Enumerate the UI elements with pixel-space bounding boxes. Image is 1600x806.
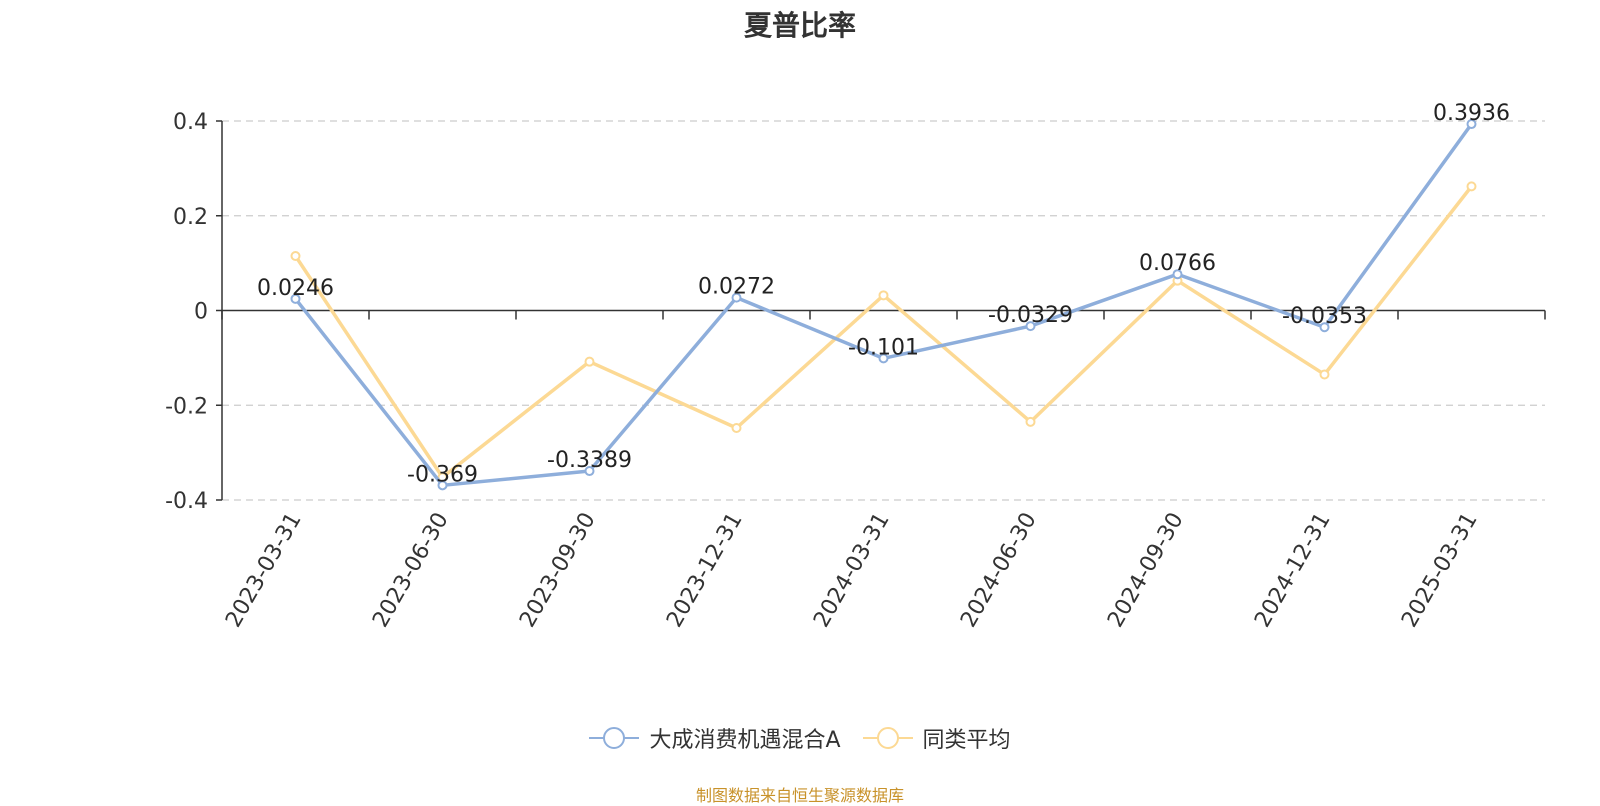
legend: 大成消费机遇混合A 同类平均	[0, 722, 1600, 754]
x-tick-label: 2024-09-30	[1103, 509, 1189, 632]
fund-point	[1025, 321, 1036, 332]
fund-point	[290, 293, 301, 304]
grid-lines	[222, 120, 1545, 501]
fund-point	[878, 353, 889, 364]
average-point	[584, 356, 595, 367]
fund-point	[1466, 119, 1477, 130]
chart-title: 夏普比率	[743, 9, 856, 42]
legend-item-fund[interactable]: 大成消费机遇混合A	[589, 722, 841, 754]
x-tick-label: 2023-03-31	[221, 509, 307, 632]
y-tick-label: 0	[194, 300, 208, 325]
y-tick-label: 0.4	[173, 110, 208, 135]
series-lines	[290, 119, 1477, 491]
fund-data-label: -0.0353	[1282, 304, 1367, 329]
fund-data-label: -0.369	[407, 462, 478, 487]
fund-data-label: 0.0766	[1139, 251, 1216, 276]
x-tick-label: 2023-06-30	[368, 509, 454, 632]
fund-data-label: -0.3389	[547, 448, 632, 473]
y-tick-label: -0.4	[165, 489, 208, 514]
legend-average-swatch	[862, 727, 913, 749]
average-point	[878, 290, 889, 301]
x-tick-label: 2024-06-30	[956, 509, 1042, 632]
average-point	[1466, 181, 1477, 192]
x-tick-label: 2023-09-30	[515, 509, 601, 632]
legend-fund-label: 大成消费机遇混合A	[649, 728, 841, 753]
x-tick-label: 2025-03-31	[1397, 509, 1483, 632]
fund-data-label: 0.0272	[698, 275, 775, 300]
legend-average-label: 同类平均	[922, 728, 1011, 753]
average-point	[1319, 369, 1330, 380]
fund-data-label: -0.0329	[988, 303, 1073, 328]
average-line	[294, 185, 1473, 480]
fund-point	[437, 480, 448, 491]
x-tick-label: 2024-12-31	[1250, 509, 1336, 632]
fund-point	[1172, 269, 1183, 280]
average-point	[1025, 416, 1036, 427]
fund-point	[1319, 322, 1330, 333]
x-tick-label: 2024-03-31	[809, 509, 895, 632]
fund-point	[731, 292, 742, 303]
x-tick-label: 2023-12-31	[662, 509, 748, 632]
fund-data-label: 0.0246	[257, 276, 334, 301]
fund-data-label: 0.3936	[1433, 101, 1510, 126]
legend-fund-swatch	[589, 727, 640, 749]
y-tick-label: -0.2	[165, 394, 208, 419]
average-point	[731, 422, 742, 433]
fund-point	[584, 466, 595, 477]
data-labels: 0.0246 -0.369 -0.3389 0.0272 -0.101 -0.0329 0.…	[257, 101, 1510, 487]
source-note: 制图数据来自恒生聚源数据库	[695, 786, 904, 805]
legend-item-average[interactable]: 同类平均	[862, 722, 1011, 754]
y-tick-label: 0.2	[173, 205, 208, 230]
average-point	[290, 251, 301, 262]
fund-data-label: -0.101	[848, 335, 919, 360]
